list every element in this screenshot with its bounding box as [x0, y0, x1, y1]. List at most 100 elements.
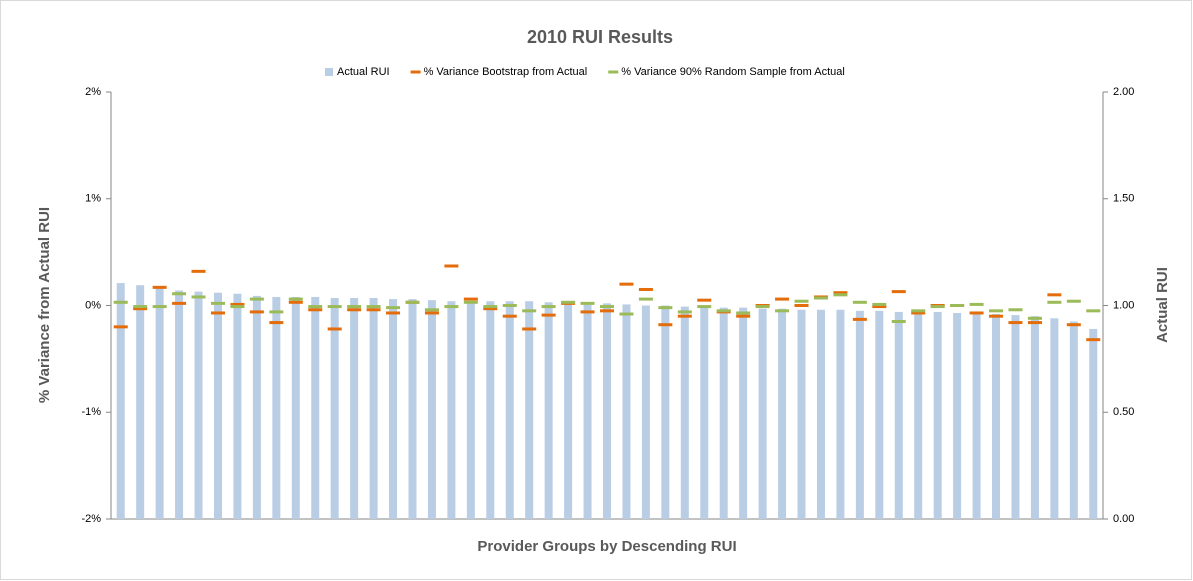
chart-title: 2010 RUI Results	[527, 27, 673, 47]
bar	[564, 302, 573, 519]
dash-marker	[891, 290, 906, 294]
bar	[1069, 321, 1078, 519]
dash-marker	[580, 301, 595, 305]
x-axis-label: Provider Groups by Descending RUI	[477, 538, 736, 555]
bar	[739, 307, 748, 519]
dash-marker	[269, 310, 284, 314]
bar	[369, 298, 378, 519]
dash-marker	[1086, 309, 1101, 313]
dash-marker	[969, 311, 984, 315]
bar	[972, 314, 981, 519]
bar	[427, 300, 436, 519]
dash-marker	[386, 306, 401, 310]
dash-marker	[172, 301, 187, 305]
y2-tick-label: 0.00	[1113, 513, 1134, 525]
dash-marker	[1027, 321, 1042, 325]
bar	[583, 303, 592, 519]
bar	[933, 311, 942, 519]
dash-marker	[911, 309, 926, 313]
dash-marker	[930, 305, 945, 309]
bar	[1011, 315, 1020, 519]
bar	[155, 288, 164, 519]
dash-marker	[1008, 321, 1023, 325]
y-axis-label: % Variance from Actual RUI	[36, 207, 53, 403]
bar	[1089, 328, 1098, 519]
dash-marker	[833, 293, 848, 297]
dash-marker	[230, 302, 245, 306]
bar	[505, 301, 514, 519]
bar	[447, 301, 456, 519]
dash-marker	[658, 306, 673, 310]
dash-marker	[366, 305, 381, 309]
legend-label: Actual RUI	[337, 66, 390, 78]
dash-marker	[736, 314, 751, 318]
dash-marker	[210, 301, 225, 305]
bar	[641, 305, 650, 519]
dash-marker	[872, 305, 887, 309]
dash-marker	[833, 291, 848, 295]
dash-marker	[677, 310, 692, 314]
bar	[700, 307, 709, 519]
dash-marker	[308, 305, 323, 309]
bar	[252, 295, 261, 519]
dash-marker	[989, 314, 1004, 318]
dash-marker	[424, 308, 439, 312]
dash-marker	[288, 300, 303, 304]
dash-marker	[366, 308, 381, 312]
bar	[836, 309, 845, 519]
bar	[194, 291, 203, 519]
bar	[758, 308, 767, 519]
dash-marker	[424, 311, 439, 315]
dash-marker	[463, 300, 478, 304]
dash-marker	[775, 309, 790, 313]
dash-marker	[133, 307, 148, 311]
dash-marker	[210, 311, 225, 315]
dash-marker	[852, 317, 867, 321]
bar	[894, 311, 903, 519]
y-tick-label: 2%	[85, 86, 101, 98]
bar	[544, 302, 553, 519]
y2-tick-label: 1.50	[1113, 193, 1134, 205]
bar	[136, 285, 145, 519]
dash-marker	[1027, 316, 1042, 320]
dash-marker	[561, 300, 576, 304]
dash-marker	[483, 307, 498, 311]
dash-marker	[502, 314, 517, 318]
dash-marker	[541, 305, 556, 309]
legend-label: % Variance Bootstrap from Actual	[424, 66, 588, 78]
legend-swatch	[325, 68, 333, 76]
bar	[525, 301, 534, 519]
bar	[486, 301, 495, 519]
dash-marker	[677, 314, 692, 318]
dash-marker	[288, 297, 303, 301]
dash-marker	[347, 305, 362, 309]
y-tick-label: 0%	[85, 299, 101, 311]
dash-marker	[813, 296, 828, 300]
bar	[466, 301, 475, 519]
dash-marker	[872, 302, 887, 306]
dash-marker	[269, 321, 284, 325]
bar	[175, 290, 184, 519]
bar	[291, 296, 300, 519]
dash-marker	[327, 305, 342, 309]
dash-marker	[1066, 323, 1081, 327]
dash-marker	[191, 295, 206, 299]
bar	[719, 307, 728, 519]
bar	[311, 296, 320, 519]
dash-marker	[327, 327, 342, 331]
dash-marker	[697, 305, 712, 309]
dash-marker	[638, 287, 653, 291]
bar	[1050, 318, 1059, 519]
dash-marker	[989, 309, 1004, 313]
bar	[661, 305, 670, 519]
bar	[992, 314, 1001, 519]
bar	[680, 306, 689, 519]
dash-marker	[113, 325, 128, 329]
dash-marker	[852, 300, 867, 304]
dash-marker	[775, 297, 790, 301]
dash-marker	[716, 309, 731, 313]
dash-marker	[950, 304, 965, 307]
dash-marker	[619, 312, 634, 316]
dash-marker	[1086, 338, 1101, 342]
dash-marker	[502, 304, 517, 307]
